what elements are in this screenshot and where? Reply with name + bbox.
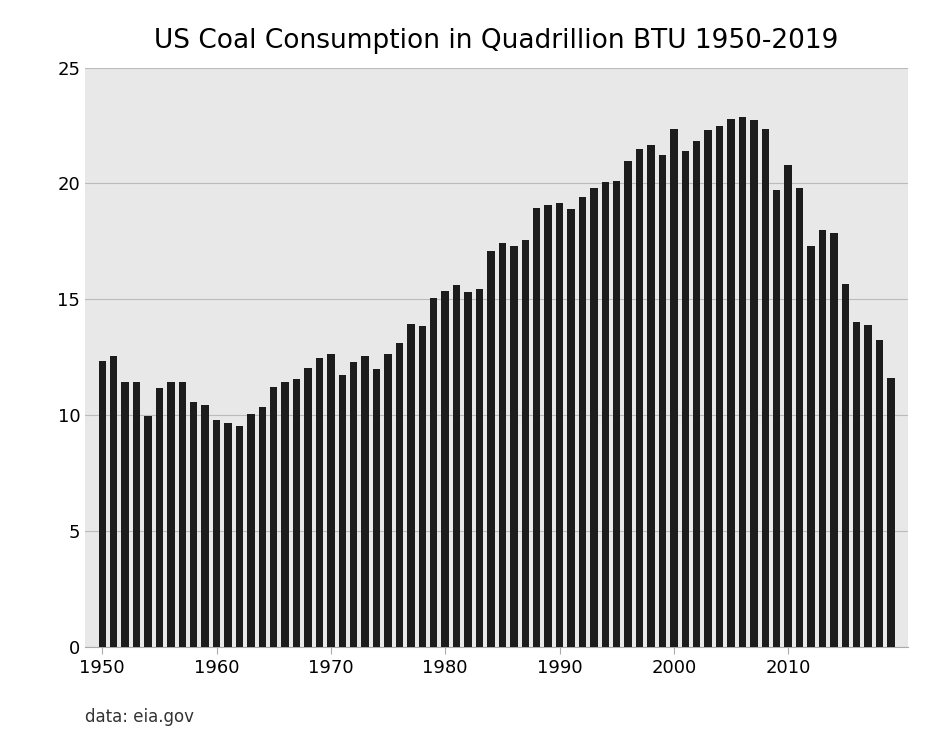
Bar — [750, 120, 758, 647]
Bar — [556, 203, 563, 647]
Bar — [201, 405, 209, 647]
Bar — [658, 154, 666, 647]
Bar — [190, 402, 198, 647]
Bar — [430, 298, 437, 647]
Bar — [727, 119, 735, 647]
Bar — [670, 129, 677, 647]
Bar — [121, 381, 129, 647]
Bar — [453, 286, 461, 647]
Bar — [762, 129, 769, 647]
Bar — [681, 151, 689, 647]
Bar — [796, 188, 803, 647]
Bar — [327, 353, 335, 647]
Bar — [270, 387, 277, 647]
Bar — [716, 126, 724, 647]
Bar — [282, 381, 289, 647]
Bar — [773, 190, 780, 647]
Bar — [818, 230, 826, 647]
Bar — [784, 165, 792, 647]
Bar — [224, 423, 232, 647]
Bar — [339, 374, 346, 647]
Bar — [395, 344, 403, 647]
Bar — [693, 141, 700, 647]
Bar — [156, 389, 163, 647]
Bar — [579, 197, 587, 647]
Bar — [739, 117, 746, 647]
Bar — [132, 381, 140, 647]
Bar — [521, 240, 529, 647]
Bar — [590, 188, 598, 647]
Bar — [179, 381, 186, 647]
Bar — [305, 368, 312, 647]
Bar — [236, 426, 243, 647]
Bar — [865, 325, 872, 647]
Bar — [842, 284, 849, 647]
Bar — [419, 326, 426, 647]
Bar — [361, 356, 369, 647]
Bar — [887, 378, 895, 647]
Bar — [807, 246, 815, 647]
Bar — [510, 246, 517, 647]
Bar — [373, 368, 380, 647]
Bar — [167, 381, 175, 647]
Bar — [499, 243, 506, 647]
Bar — [647, 145, 655, 647]
Bar — [442, 291, 449, 647]
Bar — [853, 323, 861, 647]
Bar — [110, 356, 117, 647]
Bar — [602, 182, 609, 647]
Bar — [831, 233, 837, 647]
Bar — [407, 323, 414, 647]
Bar — [636, 149, 643, 647]
Bar — [258, 407, 266, 647]
Title: US Coal Consumption in Quadrillion BTU 1950-2019: US Coal Consumption in Quadrillion BTU 1… — [154, 29, 839, 54]
Bar — [293, 379, 300, 647]
Bar — [487, 250, 495, 647]
Text: data: eia.gov: data: eia.gov — [85, 708, 194, 726]
Bar — [316, 359, 324, 647]
Bar — [247, 414, 254, 647]
Bar — [145, 417, 151, 647]
Bar — [213, 420, 220, 647]
Bar — [876, 340, 884, 647]
Bar — [384, 353, 392, 647]
Bar — [613, 181, 621, 647]
Bar — [705, 130, 711, 647]
Bar — [544, 205, 552, 647]
Bar — [624, 162, 632, 647]
Bar — [464, 293, 472, 647]
Bar — [476, 289, 483, 647]
Bar — [533, 208, 540, 647]
Bar — [568, 209, 574, 647]
Bar — [98, 361, 106, 647]
Bar — [350, 362, 358, 647]
